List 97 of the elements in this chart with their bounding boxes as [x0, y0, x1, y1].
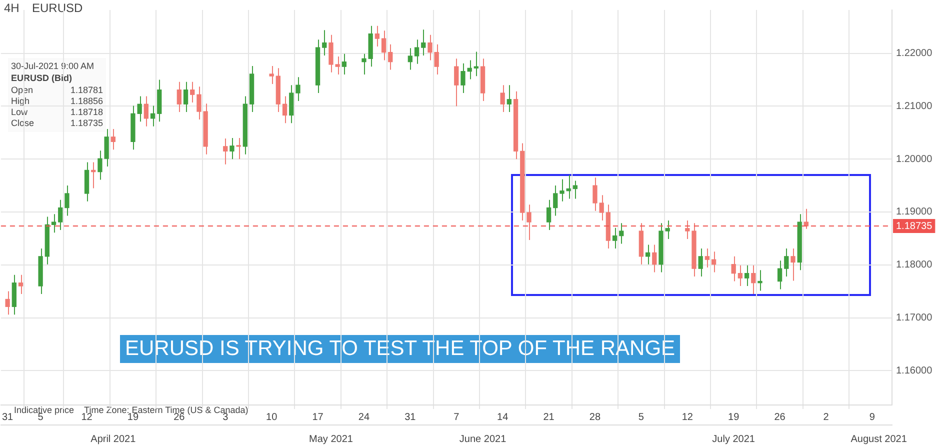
x-tick-label: 12 — [682, 412, 694, 423]
candlestick — [500, 84, 505, 113]
candlestick — [388, 44, 393, 70]
candlestick — [5, 290, 10, 316]
x2-tick-label: June 2021 — [459, 434, 507, 445]
x-tick-label: 10 — [266, 412, 278, 423]
candlestick — [572, 180, 578, 200]
candlestick — [738, 264, 743, 287]
x2-tick-label: August 2021 — [850, 434, 908, 445]
x-tick-label: 31 — [404, 412, 416, 423]
x-tick-label: 28 — [589, 412, 601, 423]
x-tick-label: 19 — [728, 412, 740, 423]
candlestick — [612, 227, 618, 249]
candlestick — [784, 248, 789, 278]
candlestick — [460, 62, 466, 94]
candlestick — [144, 96, 148, 127]
y-tick-label: 1.18000 — [896, 260, 933, 271]
y-tick-label: 1.21000 — [896, 100, 933, 112]
candlestick — [414, 39, 420, 64]
annotation: 1.18735 — [70, 118, 103, 129]
x2-tick-label: July 2021 — [712, 434, 756, 445]
x-tick-label: 2 — [823, 412, 830, 423]
candlestick — [777, 260, 782, 290]
y-tick-label: 1.20000 — [896, 154, 933, 165]
candlestick — [592, 177, 598, 212]
annotation: 1.18781 — [70, 85, 103, 96]
candlestick — [790, 248, 796, 282]
candlestick — [289, 84, 294, 124]
x-tick-label: 3 — [222, 412, 229, 423]
x2-tick-label: April 2021 — [90, 434, 136, 445]
candlestick — [190, 81, 195, 104]
candlestick — [322, 30, 327, 56]
y-tick-label: 1.16000 — [896, 365, 933, 376]
annotation: 1.18718 — [70, 107, 103, 118]
candlestick — [454, 58, 459, 107]
candlestick — [110, 128, 116, 150]
annotation: 1.18856 — [70, 96, 103, 107]
candlestick — [546, 199, 552, 230]
candlestick — [374, 25, 380, 47]
candlestick — [18, 274, 24, 294]
candlestick — [230, 137, 234, 160]
candlestick — [282, 96, 288, 124]
candlestick — [704, 248, 710, 268]
ref-line-label: 1.18735 — [896, 220, 933, 232]
candlestick — [236, 137, 241, 160]
chart-title: 4H — [4, 1, 20, 15]
candlestick — [381, 30, 386, 61]
x-tick-label: 19 — [127, 412, 139, 423]
candlestick — [553, 185, 558, 216]
candlestick — [751, 264, 756, 294]
candlestick — [758, 270, 762, 292]
candlestick — [428, 34, 432, 61]
x-tick-label: 31 — [2, 412, 14, 423]
annotation: Close — [11, 118, 34, 129]
candlestick — [599, 194, 604, 221]
candlestick — [64, 185, 70, 216]
candlestick — [421, 29, 426, 56]
y-tick-label: 1.22000 — [896, 48, 933, 60]
x-tick-label: 5 — [38, 412, 44, 423]
x-tick-label: 17 — [312, 412, 324, 423]
candlestick — [685, 220, 690, 240]
candlestick — [51, 214, 56, 234]
candlestick — [342, 53, 347, 76]
x-tick-label: 14 — [497, 412, 509, 423]
candlestick — [652, 244, 657, 273]
candlestick — [526, 204, 532, 241]
x-tick-label: 26 — [774, 412, 786, 423]
candlestick — [744, 264, 750, 287]
candlestick — [619, 222, 624, 244]
x-tick-label: 7 — [454, 412, 460, 423]
candlestick — [804, 208, 809, 230]
candlestick — [296, 76, 300, 102]
x-tick-label: 21 — [543, 412, 555, 423]
x-tick-label: 26 — [174, 412, 186, 423]
candlestick — [698, 248, 703, 278]
x-tick-label: 24 — [358, 412, 370, 423]
candlestick — [408, 48, 413, 70]
candlestick — [269, 66, 274, 85]
chart-subtitle: EURUSD — [32, 1, 83, 15]
candlestick — [731, 256, 736, 282]
candlestick — [474, 51, 479, 77]
candlestick — [223, 138, 228, 165]
candlestick — [84, 162, 90, 202]
annotation: EURUSD (Bid) — [11, 73, 73, 83]
candlestick — [176, 81, 182, 113]
candlestick — [560, 178, 564, 202]
y-tick-label: 1.19000 — [896, 206, 933, 218]
candlestick — [434, 44, 439, 76]
x-tick-label: 9 — [869, 412, 876, 423]
x2-tick-label: May 2021 — [309, 434, 354, 445]
y-tick-label: 1.17000 — [896, 312, 933, 324]
x-tick-label: 5 — [638, 412, 644, 423]
candlestick — [58, 199, 63, 230]
candlestick — [506, 84, 512, 113]
candlestick — [183, 81, 188, 113]
x-tick-label: 12 — [81, 412, 93, 423]
candlestick — [665, 220, 670, 240]
